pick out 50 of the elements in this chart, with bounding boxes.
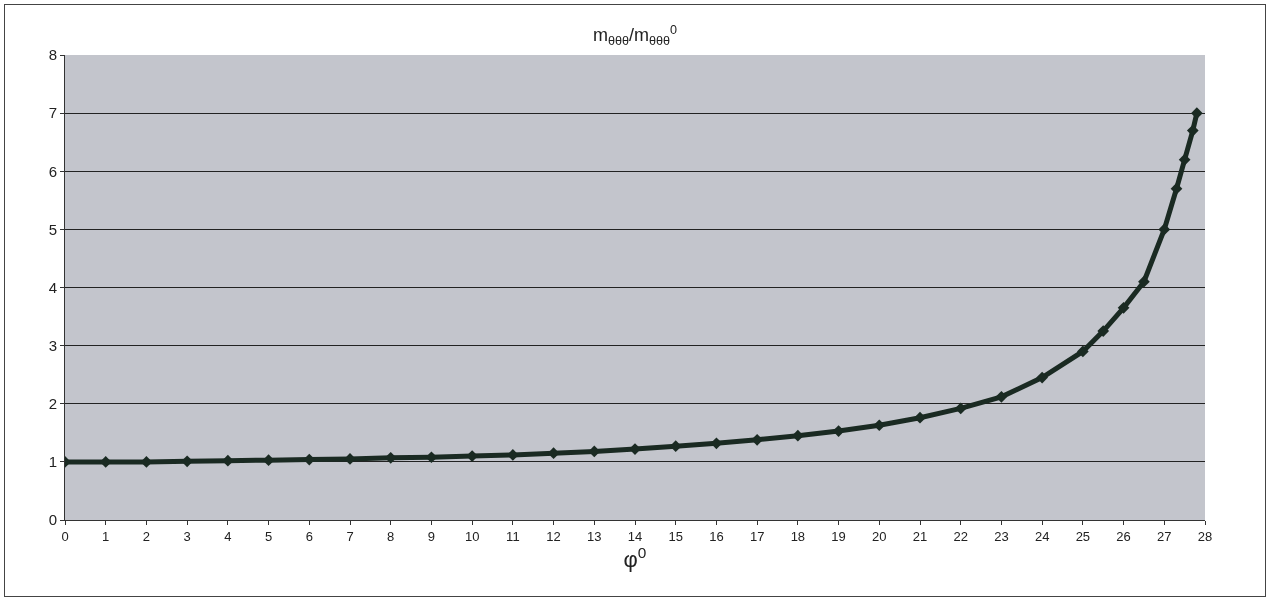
x-tick-label: 2 xyxy=(142,528,151,544)
y-tick-label: 5 xyxy=(48,220,57,238)
x-tick-label: 25 xyxy=(1075,528,1091,544)
y-tick-label: 7 xyxy=(48,104,57,122)
y-tick-label: 2 xyxy=(48,395,57,412)
x-tick-label: 18 xyxy=(790,528,806,544)
y-tick-label: 3 xyxy=(48,336,57,354)
x-tick-label: 16 xyxy=(709,528,724,544)
x-tick-label: 1 xyxy=(102,528,110,544)
x-tick-label: 9 xyxy=(427,528,436,544)
point xyxy=(1117,301,1130,314)
point xyxy=(1077,345,1089,358)
x-tick-label: 20 xyxy=(872,528,887,544)
point xyxy=(1178,153,1191,166)
x-tick-label: 27 xyxy=(1157,528,1172,544)
x-tick-label: 13 xyxy=(587,528,602,544)
point xyxy=(1097,325,1110,337)
point xyxy=(995,390,1008,403)
x-tick-label: 24 xyxy=(1034,528,1050,544)
x-tick-label: 11 xyxy=(506,528,520,544)
point xyxy=(1186,124,1199,137)
x-tick-label: 23 xyxy=(994,528,1009,544)
x-tick-label: 8 xyxy=(387,528,395,544)
point xyxy=(1138,275,1150,288)
x-axis-title: φ$^{0}$ xyxy=(623,543,647,572)
x-tick-label: 22 xyxy=(953,528,968,544)
point xyxy=(1170,182,1183,195)
x-tick-label: 10 xyxy=(464,528,480,544)
point xyxy=(1036,371,1048,384)
x-tick-label: 26 xyxy=(1116,528,1131,544)
y-tick-label: 1 xyxy=(48,453,57,471)
y-tick-label: 4 xyxy=(48,278,57,296)
x-tick-label: 15 xyxy=(668,528,683,544)
y-tick-label: 8 xyxy=(48,46,57,64)
x-tick-label: 17 xyxy=(749,528,765,544)
point xyxy=(1158,223,1171,236)
x-tick-label: 14 xyxy=(627,528,643,544)
point xyxy=(1191,107,1203,119)
x-tick-label: 3 xyxy=(183,528,191,544)
x-tick-label: 21 xyxy=(912,528,928,544)
x-tick-label: 4 xyxy=(224,528,232,544)
x-tick-label: 0 xyxy=(61,528,69,544)
y-tick-label: 0 xyxy=(48,511,57,529)
x-tick-label: 12 xyxy=(546,528,561,544)
x-tick-label: 7 xyxy=(346,528,354,544)
x-tick-label: 6 xyxy=(305,528,313,544)
x-tick-label: 19 xyxy=(831,528,846,544)
y-tick-label: 6 xyxy=(48,162,57,180)
x-tick-label: 28 xyxy=(1197,528,1213,544)
x-tick-label: 5 xyxy=(264,528,273,544)
